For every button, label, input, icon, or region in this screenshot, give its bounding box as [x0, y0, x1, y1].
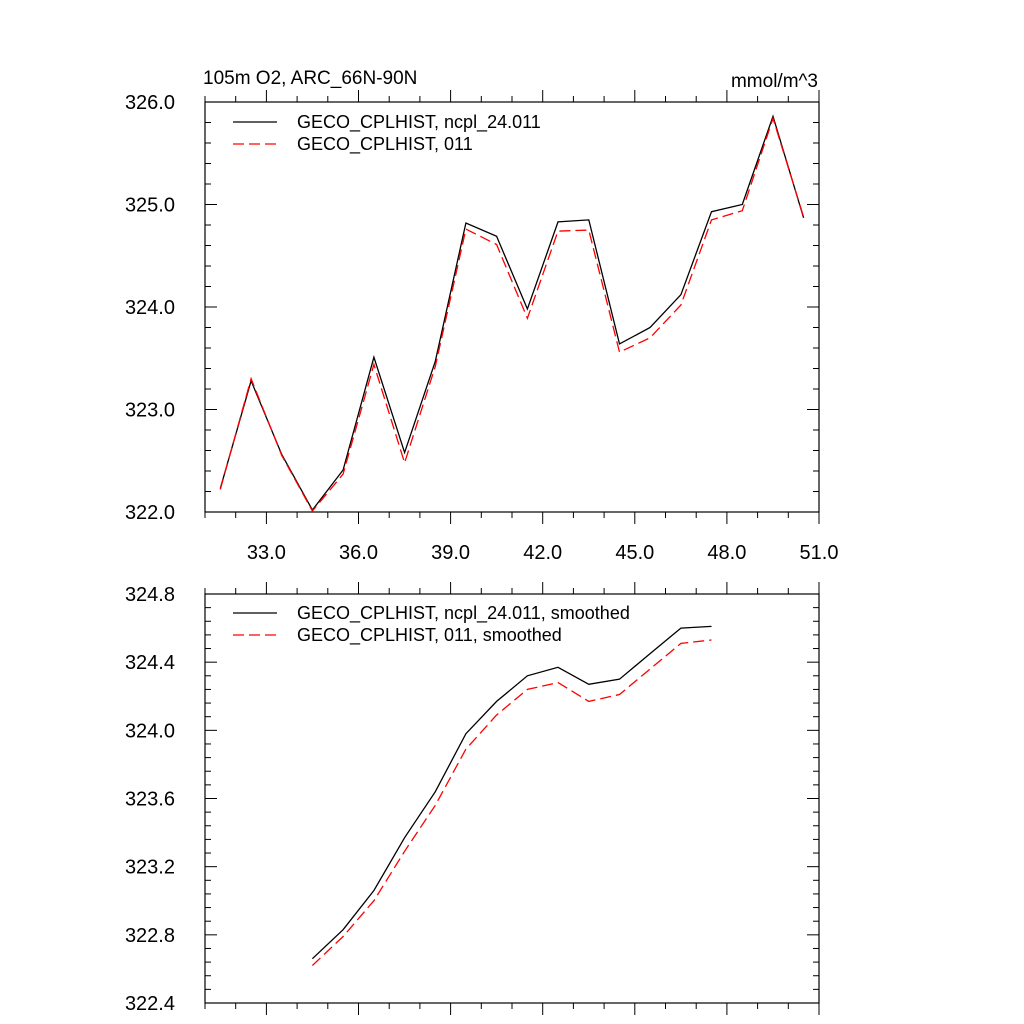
series-line-ncpl — [219, 114, 805, 512]
legend-label: GECO_CPLHIST, ncpl_24.011, smoothed — [297, 603, 630, 624]
bottom-panel: 322.4 322.8 323.2 323.6 324.0 324.4 324.8 GECO_… — [125, 582, 820, 1015]
x-tick-label: 48.0 — [707, 542, 746, 564]
y-tick-label: 325.0 — [125, 195, 175, 217]
plot-frame — [204, 593, 820, 1004]
y-tick-label: 323.6 — [125, 789, 175, 811]
chart-title-left: 105m O2, ARC_66N-90N — [203, 68, 417, 89]
y-tick-label: 323.2 — [125, 857, 175, 879]
x-tick-label: 33.0 — [247, 542, 286, 564]
y-tick-label: 324.0 — [125, 297, 175, 319]
x-tick-label: 39.0 — [431, 542, 470, 564]
plot-frame — [204, 101, 820, 513]
x-tick-label: 42.0 — [523, 542, 562, 564]
x-tick-label: 36.0 — [339, 542, 378, 564]
legend-label: GECO_CPLHIST, ncpl_24.011 — [297, 112, 541, 133]
legend-label: GECO_CPLHIST, 011, smoothed — [297, 625, 562, 646]
top-panel: 322.0 323.0 324.0 325.0 326.0 33.0 36.0 39.0 42.… — [125, 90, 839, 564]
chart-units-label: mmol/m^3 — [731, 71, 818, 92]
legend-label: GECO_CPLHIST, 011 — [297, 134, 473, 155]
y-tick-label: 324.4 — [125, 652, 175, 674]
y-tick-label: 322.8 — [125, 925, 175, 947]
y-tick-label: 323.0 — [125, 400, 175, 422]
y-tick-label: 322.4 — [125, 993, 175, 1015]
y-tick-label: 324.8 — [125, 584, 175, 606]
y-tick-label: 326.0 — [125, 92, 175, 114]
x-tick-label: 51.0 — [800, 542, 839, 564]
series-line-ncpl — [311, 625, 712, 960]
x-tick-label: 45.0 — [615, 542, 654, 564]
y-tick-label: 322.0 — [125, 502, 175, 524]
y-tick-label: 324.0 — [125, 720, 175, 742]
series-line-011 — [219, 116, 805, 513]
series-line-011 — [311, 639, 712, 966]
